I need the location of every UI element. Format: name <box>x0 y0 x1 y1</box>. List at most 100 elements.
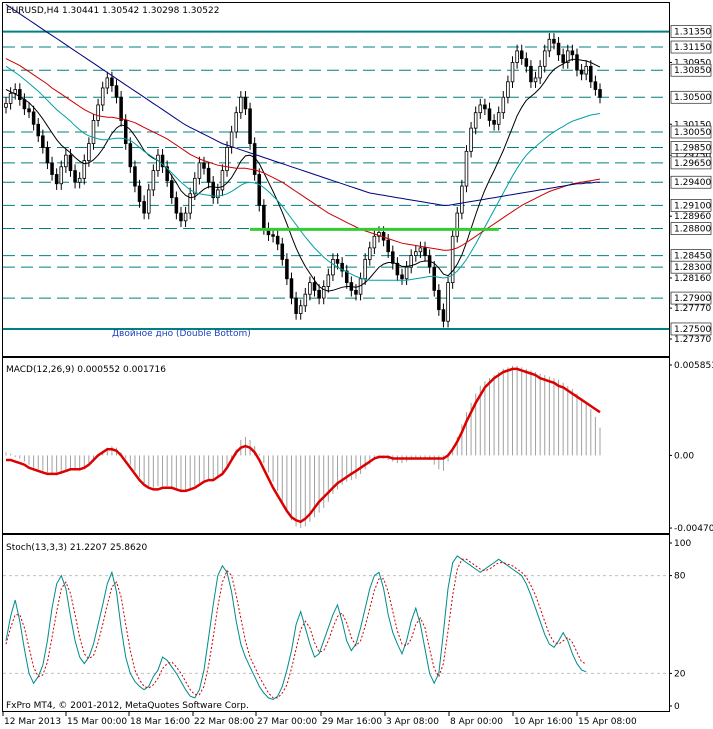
candle <box>188 193 192 214</box>
time-label: 8 Apr 00:00 <box>450 717 503 727</box>
candle <box>239 96 243 114</box>
candle <box>386 239 390 253</box>
level-label-box <box>670 291 712 305</box>
candle <box>285 259 289 280</box>
level-label-box <box>670 222 712 235</box>
level-label: 1.29100 <box>674 201 711 211</box>
candle <box>354 289 358 295</box>
candle <box>326 274 331 287</box>
candle <box>248 108 252 144</box>
stoch-tick-label: 20 <box>674 669 686 679</box>
level-label: 1.30050 <box>674 128 711 138</box>
time-label: 10 Apr 16:00 <box>514 717 573 727</box>
price-tick-label: 1.30950 <box>674 58 711 68</box>
candle <box>510 62 515 83</box>
candle <box>110 77 114 87</box>
level-label-box <box>670 322 712 336</box>
candle <box>123 120 128 144</box>
candle <box>27 108 31 113</box>
moving-average-line <box>5 58 601 292</box>
level-label: 1.30850 <box>674 66 711 76</box>
level-label: 1.31350 <box>674 28 711 38</box>
level-label: 1.30500 <box>674 93 711 103</box>
candle <box>363 259 367 280</box>
level-label-box <box>670 141 712 154</box>
candle <box>542 50 547 67</box>
candle <box>404 266 409 280</box>
candle <box>469 127 473 152</box>
footer-copyright: FxPro MT4, © 2001-2012, MetaQuotes Softw… <box>6 701 249 711</box>
price-tick-label: 1.27370 <box>674 335 711 345</box>
stoch-panel-frame <box>2 534 670 712</box>
macd-signal-line <box>6 367 601 524</box>
candle <box>280 243 285 260</box>
stoch-signal-line <box>5 558 587 699</box>
candle <box>450 235 455 284</box>
candle <box>312 282 317 291</box>
candle <box>234 112 239 133</box>
candle <box>519 50 524 60</box>
candle <box>298 305 303 314</box>
candle <box>579 69 584 75</box>
candle <box>206 167 211 183</box>
candle <box>119 96 123 121</box>
double-bottom-annotation: Двойное дно (Double Bottom) <box>112 329 251 339</box>
candle <box>4 103 8 108</box>
candle <box>556 42 561 56</box>
candle <box>423 247 427 256</box>
level-label: 1.27900 <box>674 294 711 304</box>
level-label: 1.28800 <box>674 225 711 235</box>
macd-tick-label: 0.00 <box>674 451 694 461</box>
candle <box>492 120 496 125</box>
candle <box>179 212 183 222</box>
candle <box>146 189 151 214</box>
candle <box>483 104 487 110</box>
candle <box>432 266 437 291</box>
macd-tick-label: -0.004703 <box>674 524 713 534</box>
macd-tick-label: 0.005853 <box>674 361 713 371</box>
candle <box>73 170 77 183</box>
stoch-tick-label: 100 <box>674 539 691 549</box>
candle <box>561 54 565 63</box>
level-label-box <box>670 175 712 189</box>
candle <box>128 143 133 168</box>
candle <box>114 85 119 98</box>
candle <box>331 259 335 276</box>
candle <box>344 270 349 284</box>
candle <box>225 147 229 172</box>
candle <box>473 112 478 129</box>
candle <box>501 96 506 114</box>
price-tick-label: 1.28960 <box>674 212 711 222</box>
price-panel: 1.30950 1.30150 1.29750 1.28960 1.28160 1.277… <box>3 4 712 345</box>
candle <box>137 185 142 202</box>
moving-average-line <box>5 4 600 206</box>
candle <box>8 92 13 104</box>
candle <box>317 289 321 299</box>
candle <box>538 65 542 79</box>
candle <box>220 170 225 191</box>
level-label-box <box>670 125 712 139</box>
candle <box>437 289 441 311</box>
level-label: 1.31150 <box>674 43 711 53</box>
candle <box>589 65 593 83</box>
candle <box>418 247 423 253</box>
stoch-panel-title: Stoch(13,3,3) 21.2207 25.8620 <box>6 543 147 553</box>
candle <box>64 154 68 168</box>
level-label-box <box>670 199 712 212</box>
candle <box>18 89 22 100</box>
candle <box>321 286 326 299</box>
moving-average-line <box>5 58 601 251</box>
time-label: 3 Apr 08:00 <box>386 717 439 727</box>
level-label: 1.29850 <box>674 143 711 153</box>
time-label: 29 Mar 16:00 <box>322 717 382 727</box>
candle <box>216 189 220 199</box>
macd-panel: 0.005853 0.00 -0.004703 <box>5 361 713 534</box>
candle <box>340 262 344 272</box>
candle <box>400 274 404 280</box>
candle <box>552 38 556 44</box>
candle <box>197 162 202 179</box>
stoch-tick-label: 0 <box>674 702 680 712</box>
candle <box>262 204 266 229</box>
level-label-box <box>670 63 712 77</box>
